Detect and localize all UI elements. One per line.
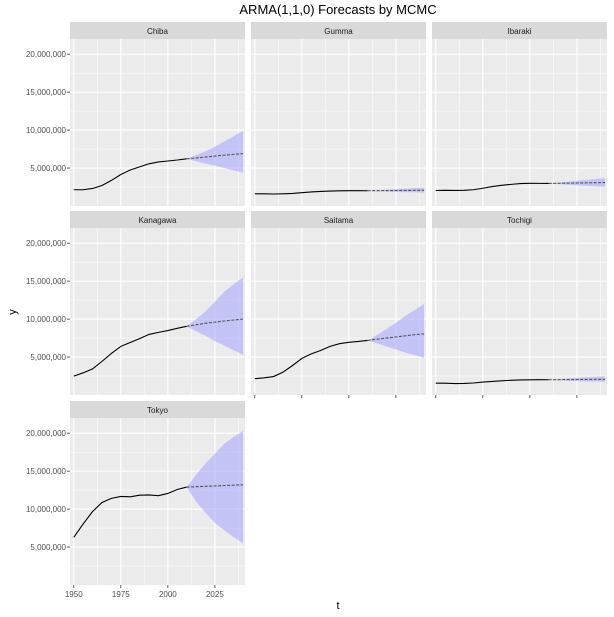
y-tick-label: 10,000,000 <box>26 126 67 135</box>
forecast-mean-line-kanagawa <box>186 318 244 327</box>
strip-label-saitama: Saitama <box>324 216 354 225</box>
y-tick-label: 15,000,000 <box>26 467 67 476</box>
strip-label-kanagawa: Kanagawa <box>139 216 177 225</box>
observed-line-tokyo <box>73 486 187 538</box>
observed-line-chiba <box>73 158 187 191</box>
forecast-mean-line-saitama <box>367 333 425 341</box>
forecast-mean-line-ibaraki <box>548 181 606 184</box>
observed-line-gumma <box>254 190 368 195</box>
forecast-mean-line-tokyo <box>186 484 244 488</box>
panel-ibaraki: Ibaraki <box>432 22 607 206</box>
y-tick-label: 10,000,000 <box>26 315 67 324</box>
observed-line-tochigi <box>435 379 549 385</box>
observed-line-ibaraki <box>435 182 549 192</box>
strip-label-gumma: Gumma <box>324 27 353 36</box>
panel-chiba: Chiba 5,000,000 10,000,000 15,000,000 20,000… <box>26 22 245 206</box>
strip-tochigi <box>432 211 607 228</box>
forecast-band-chiba <box>186 130 244 173</box>
strip-ibaraki <box>432 22 607 39</box>
x-axis-title: t <box>336 600 339 612</box>
panel-kanagawa: Kanagawa 5,000,000 10,000,000 15,000,000 20,… <box>26 211 245 395</box>
strip-tokyo <box>70 401 245 418</box>
y-tick-label: 5,000,000 <box>30 164 66 173</box>
forecast-mean-line-chiba <box>186 153 244 160</box>
strip-kanagawa <box>70 211 245 228</box>
panel-saitama: Saitama <box>251 211 426 398</box>
y-tick-label: 15,000,000 <box>26 88 67 97</box>
strip-gumma <box>251 22 426 39</box>
strip-label-tochigi: Tochigi <box>507 216 532 225</box>
x-tick-label: 2000 <box>159 590 177 599</box>
strip-label-chiba: Chiba <box>147 27 168 36</box>
strip-label-tokyo: Tokyo <box>147 406 168 415</box>
panel-background <box>432 228 607 395</box>
chart-title: ARMA(1,1,0) Forecasts by MCMC <box>239 2 436 17</box>
strip-label-ibaraki: Ibaraki <box>507 27 531 36</box>
y-tick-label: 10,000,000 <box>26 505 67 514</box>
observed-line-kanagawa <box>73 325 187 377</box>
observed-line-saitama <box>254 339 368 380</box>
y-tick-label: 20,000,000 <box>26 429 67 438</box>
y-tick-label: 5,000,000 <box>30 353 66 362</box>
forecast-band-tokyo <box>186 430 244 544</box>
y-tick-label: 20,000,000 <box>26 50 67 59</box>
forecast-band-saitama <box>367 303 425 358</box>
strip-chiba <box>70 22 245 39</box>
y-tick-label: 20,000,000 <box>26 239 67 248</box>
y-tick-label: 15,000,000 <box>26 277 67 286</box>
x-tick-label: 1975 <box>112 590 130 599</box>
panel-background <box>70 39 245 206</box>
panel-tokyo: Tokyo 5,000,000 10,000,000 15,000,000 20,000… <box>26 401 245 599</box>
panel-background <box>251 39 426 206</box>
panel-tochigi: Tochigi <box>432 211 607 398</box>
x-tick-label: 1950 <box>65 590 83 599</box>
strip-saitama <box>251 211 426 228</box>
x-tick-label: 2025 <box>206 590 224 599</box>
panel-gumma: Gumma <box>251 22 426 206</box>
panel-background <box>432 39 607 206</box>
facet-panels: Chiba 5,000,000 10,000,000 15,000,000 20,000… <box>26 22 607 599</box>
panel-background <box>251 228 426 395</box>
forecast-band-kanagawa <box>186 277 244 355</box>
y-tick-label: 5,000,000 <box>30 543 66 552</box>
y-axis-title: y <box>7 309 19 315</box>
